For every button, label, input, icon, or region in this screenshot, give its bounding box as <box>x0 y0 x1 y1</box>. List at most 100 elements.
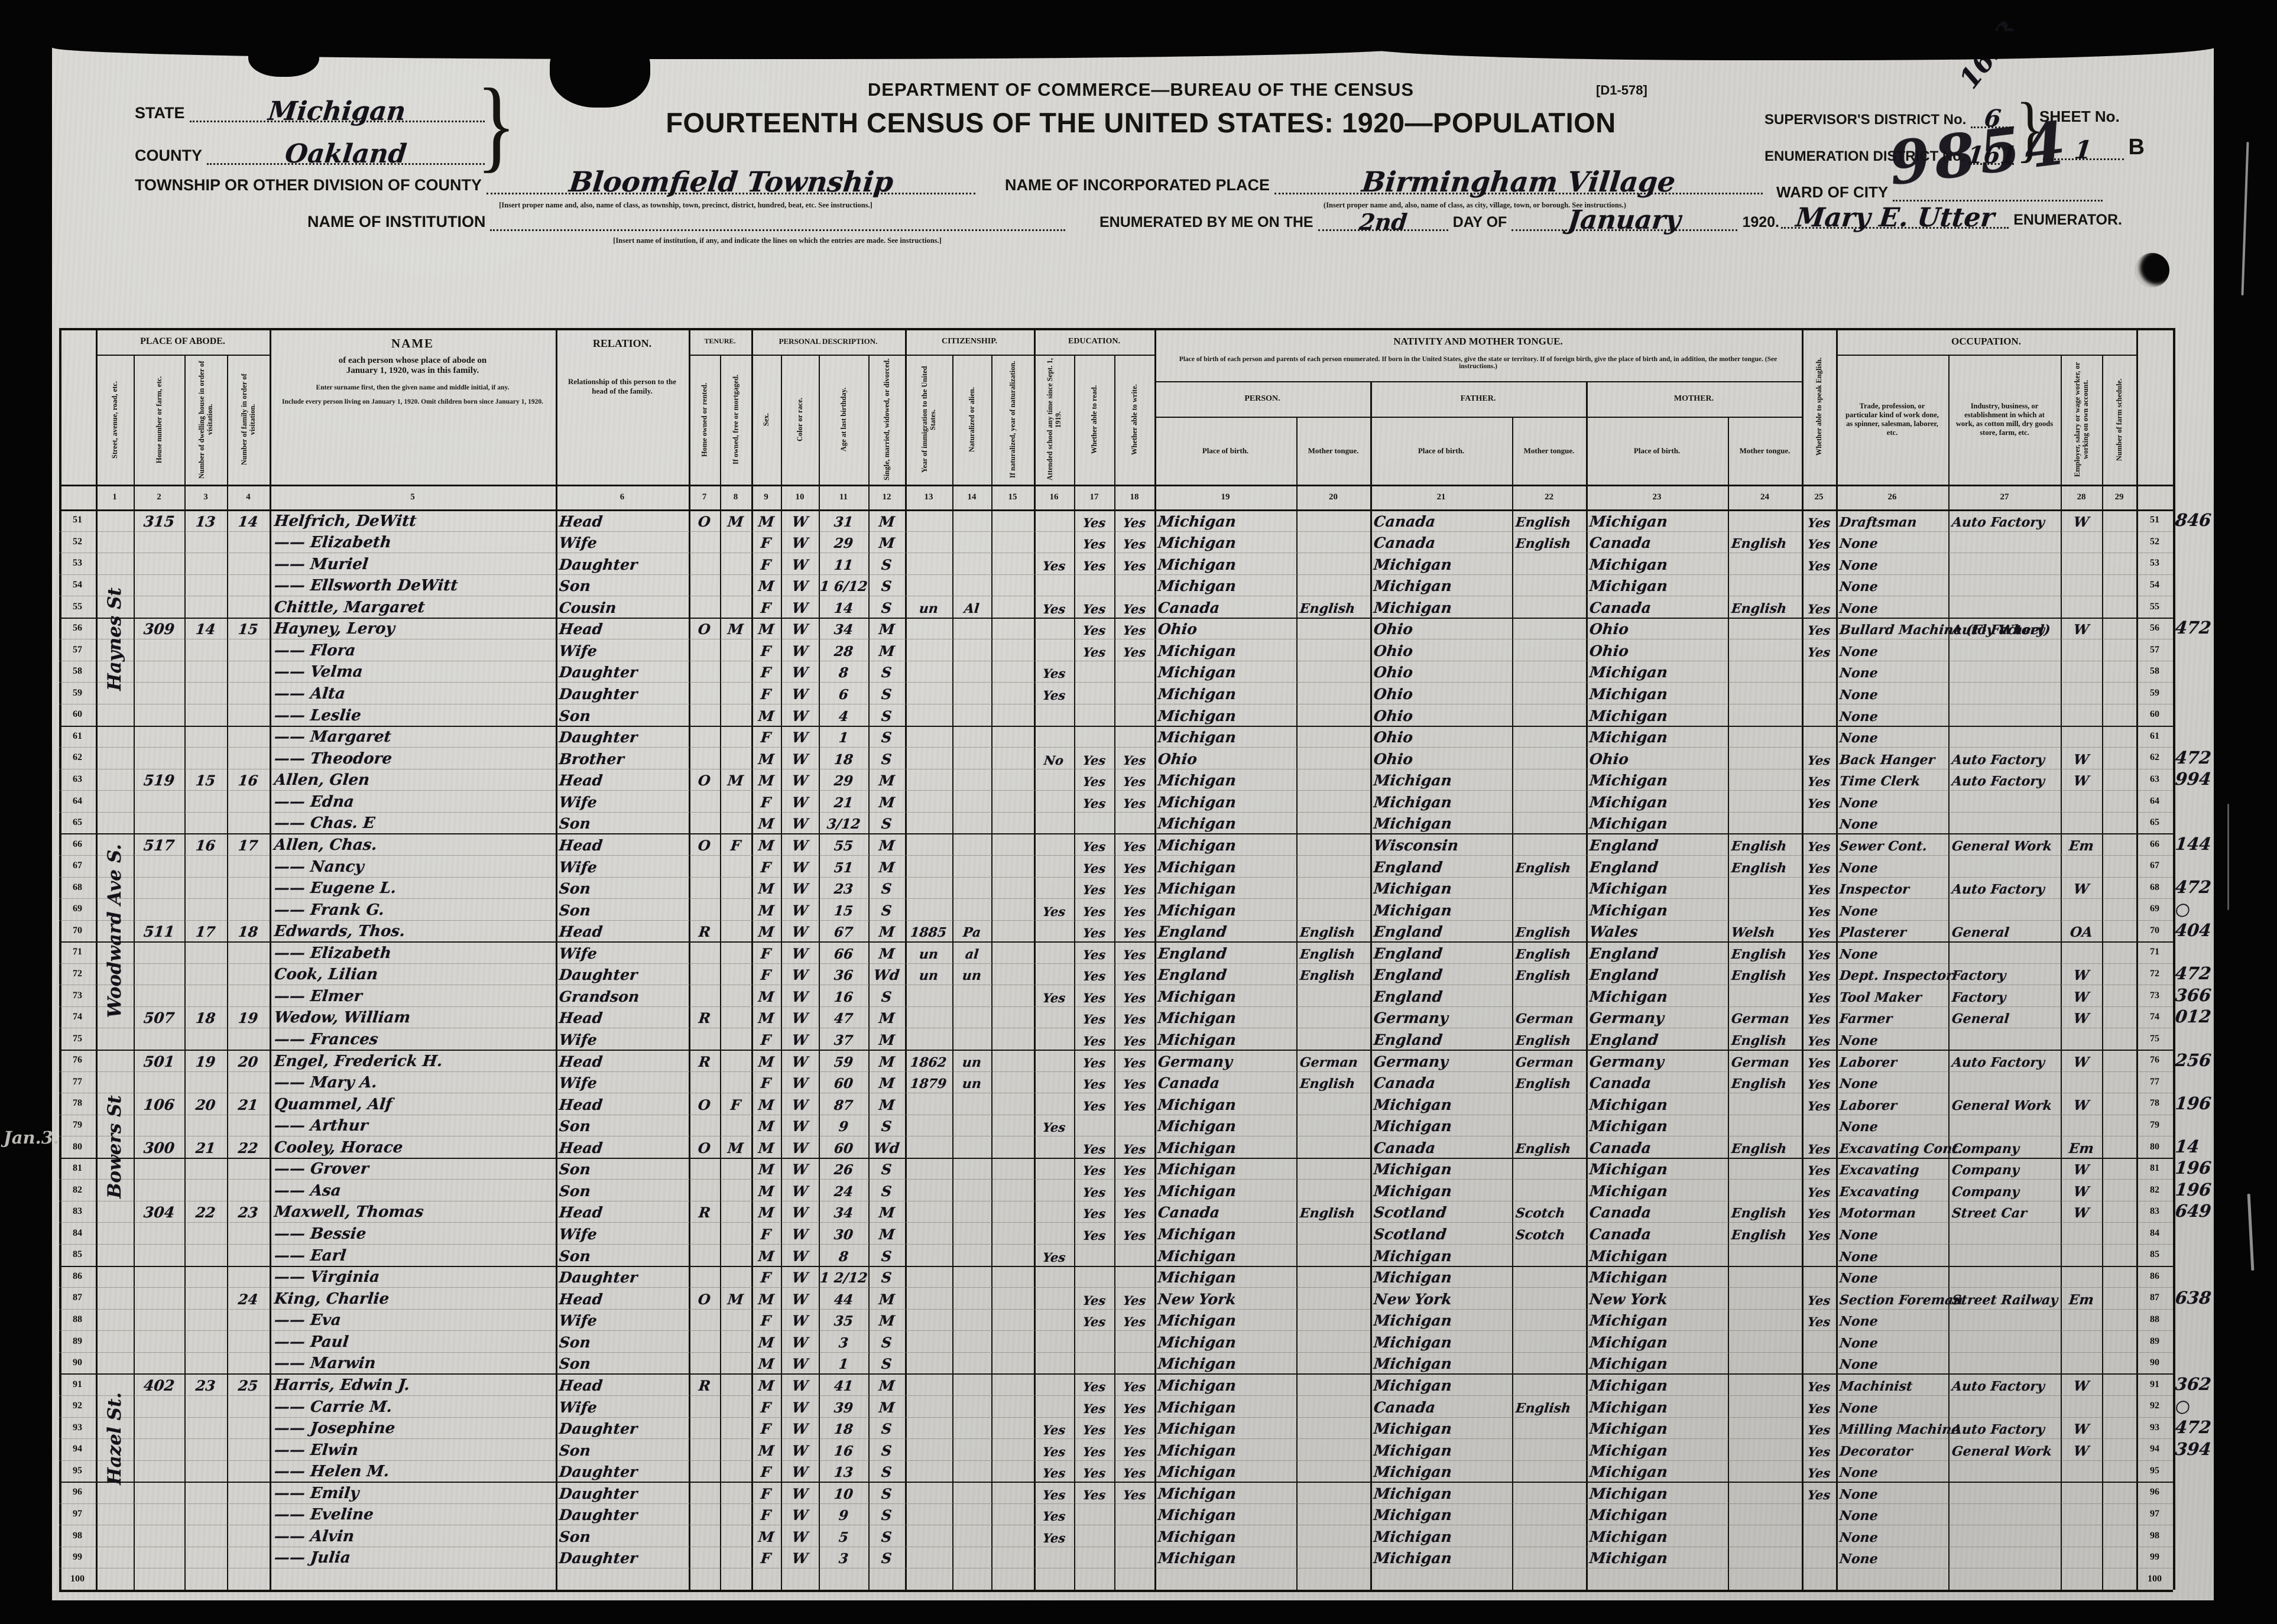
page-title: FOURTEENTH CENSUS OF THE UNITED STATES: … <box>666 107 1616 138</box>
table-gridline <box>59 509 2173 511</box>
margin-number: 196 <box>2174 1088 2212 1115</box>
cell-ind: Street Car <box>1948 1197 2061 1223</box>
cell-own-text: R <box>697 1009 711 1027</box>
line-number-right: 86 <box>2150 1271 2159 1281</box>
cell-read: Yes <box>1074 549 1114 574</box>
census-row <box>59 1330 2173 1353</box>
cell-own: O <box>689 765 720 791</box>
cell-emp: W <box>2061 1370 2102 1395</box>
cell-mtong-text: English <box>1730 536 1788 552</box>
cell-mort: M <box>720 1132 751 1158</box>
margin-number-text: 994 <box>2174 769 2213 790</box>
cell-family-text: 19 <box>237 1009 260 1027</box>
line-number-left: 63 <box>73 774 82 784</box>
table-gridline <box>134 355 135 1590</box>
enumerator-value: Mary E. Utter <box>1794 203 1996 233</box>
cell-eng: Yes <box>1802 549 1836 574</box>
cell-school-text: Yes <box>1042 1249 1066 1265</box>
line-number-right: 88 <box>2150 1314 2159 1324</box>
cell-ind-text: General <box>1951 925 2010 941</box>
cell-house: 300 <box>134 1132 184 1158</box>
cell-eng-text: Yes <box>1806 1098 1831 1113</box>
relation-title: RELATION. <box>592 337 652 349</box>
cell-house-text: 304 <box>142 1204 176 1222</box>
table-gridline <box>868 355 870 1590</box>
cell-tong: English <box>1296 1197 1370 1223</box>
cell-school: No <box>1034 743 1074 769</box>
cell-own: O <box>689 830 720 855</box>
township-row: TOWNSHIP OR OTHER DIVISION OF COUNTY Blo… <box>135 166 980 199</box>
cell-dwell: 19 <box>184 1046 227 1071</box>
table-gridline <box>227 355 228 1590</box>
cell-house-text: 106 <box>142 1096 176 1113</box>
line-number-right: 81 <box>2150 1163 2159 1174</box>
line-number-right: 95 <box>2150 1465 2159 1476</box>
cell-tong: English <box>1296 960 1370 985</box>
cell-dwell: 23 <box>184 1370 227 1395</box>
cell-own-text: O <box>697 621 712 638</box>
cell-family: 19 <box>227 1003 270 1028</box>
enumerated-row: ENUMERATED BY ME ON THE 2nd DAY OF Janua… <box>1099 205 1779 235</box>
hole-punch <box>2135 253 2169 287</box>
cell-house-text: 511 <box>142 923 176 941</box>
cell-emp-text: W <box>2072 1205 2090 1222</box>
cell-write: Yes <box>1114 549 1154 574</box>
line-number-left: 58 <box>73 666 82 677</box>
column-number: 1 <box>112 492 117 502</box>
census-row <box>59 1028 2173 1051</box>
column-number: 21 <box>1436 492 1446 502</box>
table-gridline <box>270 328 271 1590</box>
cell-ind: General <box>1948 917 2061 942</box>
table-gridline <box>1802 328 1804 1590</box>
nativity-note: Place of birth of each person and parent… <box>1179 356 1778 370</box>
column-header-age: Age at last birthday. <box>839 387 848 452</box>
cell-school: Yes <box>1034 1111 1074 1136</box>
cell-ind-text: General <box>1951 1011 2010 1027</box>
column-header-family: Number of family in order of visitation. <box>240 373 257 466</box>
cell-read: Yes <box>1074 787 1114 812</box>
subgroup-mother: MOTHER. <box>1673 394 1714 403</box>
line-number-left: 67 <box>73 860 82 871</box>
cell-family: 20 <box>227 1046 270 1071</box>
cell-ind-text: General Work <box>1951 1443 2053 1459</box>
table-gridline <box>1836 355 2136 356</box>
cell-family: 14 <box>227 506 270 531</box>
line-number-left: 74 <box>73 1012 82 1022</box>
census-row <box>59 553 2173 575</box>
cell-emp-text: W <box>2072 1097 2090 1113</box>
cell-own-text: R <box>697 923 711 941</box>
cell-dwell-text: 21 <box>194 1139 217 1157</box>
cell-house-text: 501 <box>142 1053 176 1070</box>
line-number-right: 96 <box>2150 1487 2159 1498</box>
state-row: STATE Michigan <box>135 96 489 126</box>
census-row <box>59 682 2173 705</box>
table-gridline <box>1074 355 1075 1590</box>
line-number-left: 96 <box>73 1487 82 1498</box>
line-number-left: 82 <box>73 1184 82 1195</box>
cell-mort: M <box>720 506 751 531</box>
margin-number-text: 649 <box>2174 1201 2213 1222</box>
cell-emp-text: W <box>2072 514 2090 530</box>
cell-ind: Auto Factory <box>1948 614 2061 639</box>
enumerated-month: January <box>1566 205 1683 235</box>
cell-ind-text: Auto Factory <box>1951 1054 2046 1070</box>
cell-tong-text: English <box>1299 1076 1356 1092</box>
cell-house: 517 <box>134 830 184 855</box>
line-number-left: 52 <box>73 536 82 547</box>
column-number: 15 <box>1008 492 1017 502</box>
line-number-right: 56 <box>2150 623 2159 634</box>
film-edge-top-right <box>1360 30 2217 60</box>
line-number-left: 97 <box>73 1509 82 1519</box>
census-row <box>59 661 2173 683</box>
cell-family: 17 <box>227 830 270 855</box>
line-number-left: 91 <box>73 1379 82 1389</box>
line-number-left: 53 <box>73 558 82 569</box>
cell-school-text: Yes <box>1042 688 1066 703</box>
cell-occ-text: None <box>1838 1551 1879 1567</box>
census-sheet <box>52 46 2214 1600</box>
cell-ind-text: Street Railway <box>1951 1292 2059 1308</box>
column-header-house: House number or farm, etc. <box>155 376 163 463</box>
cell-house: 315 <box>134 506 184 531</box>
table-gridline <box>952 355 953 1590</box>
cell-own-text: O <box>697 1096 712 1113</box>
